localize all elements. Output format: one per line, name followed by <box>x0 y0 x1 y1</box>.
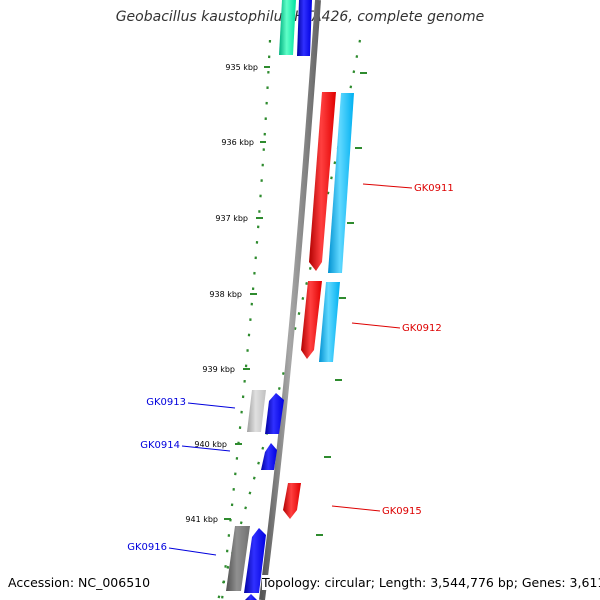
kbp-ticks: 935 kbp 936 kbp 937 kbp 938 kbp 939 kbp … <box>185 63 270 524</box>
gene-GK0913-lightgray[interactable] <box>247 390 266 432</box>
gene-labels: GK0911 GK0912 GK0913 GK0914 GK0915 GK091… <box>127 183 454 553</box>
outer-ticks <box>316 72 367 536</box>
gene-GK0912-red[interactable] <box>301 281 322 359</box>
tick-label-940: 940 kbp <box>194 440 227 449</box>
leader-GK0916 <box>168 547 217 556</box>
gene-label-GK0912[interactable]: GK0912 <box>402 323 442 334</box>
gene-blue-bottom[interactable] <box>245 594 257 600</box>
gene-GK0916-gray[interactable] <box>226 526 250 591</box>
accession-text: Accession: NC_006510 <box>8 575 151 590</box>
genome-backbone <box>259 0 321 600</box>
gene-features <box>226 0 354 600</box>
leader-GK0915 <box>331 505 381 512</box>
gene-green-top[interactable] <box>279 0 296 55</box>
gene-label-GK0914[interactable]: GK0914 <box>140 440 180 451</box>
leader-GK0913 <box>187 402 236 409</box>
gene-GK0911-red[interactable] <box>309 92 336 271</box>
genome-info-text: Topology: circular; Length: 3,544,776 bp… <box>262 575 600 590</box>
gene-GK0911-cyan[interactable] <box>328 93 354 273</box>
leader-GK0914 <box>181 445 231 452</box>
gene-GK0916-blue[interactable] <box>244 528 266 593</box>
leader-GK0911 <box>362 183 413 189</box>
gene-label-GK0913[interactable]: GK0913 <box>146 397 186 408</box>
gene-label-GK0916[interactable]: GK0916 <box>127 542 167 553</box>
gene-label-GK0915[interactable]: GK0915 <box>382 506 422 517</box>
tick-label-936: 936 kbp <box>221 138 254 147</box>
tick-label-939: 939 kbp <box>202 365 235 374</box>
leader-GK0912 <box>351 322 401 329</box>
gene-GK0915-red[interactable] <box>283 483 301 519</box>
tick-label-935: 935 kbp <box>225 63 258 72</box>
gene-blue-top[interactable] <box>297 0 312 56</box>
label-leaders <box>168 183 413 556</box>
gene-GK0914-blue[interactable] <box>261 443 277 470</box>
tick-label-941: 941 kbp <box>185 515 218 524</box>
tick-label-938: 938 kbp <box>209 290 242 299</box>
gene-GK0913-blue[interactable] <box>265 393 284 434</box>
gene-GK0912-cyan[interactable] <box>319 282 340 362</box>
tick-label-937: 937 kbp <box>215 214 248 223</box>
gene-label-GK0911[interactable]: GK0911 <box>414 183 454 194</box>
guide-dots <box>216 39 362 600</box>
